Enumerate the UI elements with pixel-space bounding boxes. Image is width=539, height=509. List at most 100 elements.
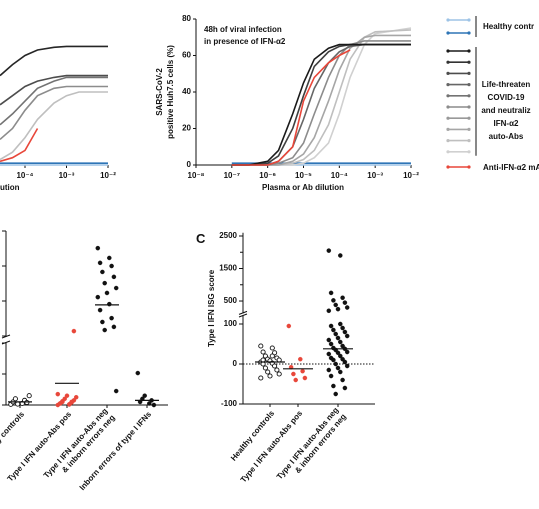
data-point: [331, 298, 336, 303]
data-point: [335, 350, 341, 356]
legend-marker: [446, 94, 450, 98]
data-point: [298, 356, 303, 362]
data-point: [147, 401, 152, 406]
series-line: [231, 43, 411, 166]
legend-marker: [446, 139, 450, 143]
data-point: [333, 391, 338, 397]
data-point: [102, 280, 107, 286]
series-line: [0, 85, 108, 141]
data-point: [111, 324, 117, 330]
x-tick-label-group: Type I IFN auto-Abs neg& inborn errors n…: [42, 406, 117, 480]
legend-marker: [467, 18, 471, 22]
legend-marker: [446, 127, 450, 131]
legend-marker: [446, 31, 450, 35]
series-line: [0, 91, 108, 161]
y-tick-label: -100: [221, 399, 238, 408]
data-point: [344, 363, 350, 369]
legend-marker: [446, 18, 450, 22]
y-tick-label: 0: [187, 160, 192, 169]
series-line: [0, 76, 108, 126]
x-tick-label: 10⁻⁶: [259, 171, 276, 180]
x-tick-label: 10⁻²: [403, 171, 419, 180]
data-point: [55, 391, 61, 397]
data-point: [338, 321, 343, 327]
data-point: [338, 353, 343, 359]
legend-marker: [467, 139, 471, 143]
legend-marker: [467, 71, 471, 75]
data-point: [24, 399, 30, 406]
data-point: [12, 396, 18, 402]
legend-marker: [446, 49, 450, 53]
legend-marker: [467, 49, 471, 53]
legend-marker: [467, 150, 471, 154]
data-point: [71, 328, 77, 334]
data-point: [269, 353, 275, 359]
data-point: [274, 367, 280, 373]
legend-marker: [467, 31, 471, 35]
data-point: [272, 363, 278, 369]
data-point: [342, 359, 348, 365]
data-point: [342, 385, 348, 391]
y-tick-label: 60: [182, 51, 191, 60]
legend-label: COVID-19: [488, 93, 525, 102]
data-point: [340, 325, 345, 331]
series-line: [231, 34, 411, 166]
x-tick-label: 10⁻³: [59, 171, 75, 180]
x-tick-label: 10⁻⁴: [16, 171, 33, 180]
data-point: [265, 369, 271, 375]
data-point: [15, 401, 21, 407]
legend-label: IFN-α2: [494, 119, 519, 128]
data-point: [342, 329, 348, 335]
data-point: [344, 305, 350, 310]
data-point: [333, 361, 338, 367]
data-point: [293, 377, 298, 383]
y-tick-label: 20: [182, 124, 191, 133]
y-axis-label: SARS-CoV-2: [155, 68, 164, 116]
legend-marker: [446, 60, 450, 64]
data-point: [60, 399, 65, 405]
data-point: [338, 339, 343, 345]
x-tick-label: 10⁻⁷: [224, 171, 240, 180]
axis-break: [238, 310, 248, 315]
data-point: [109, 315, 114, 321]
legend-label: Life-threaten: [482, 80, 531, 89]
data-point: [331, 327, 336, 333]
data-point: [333, 302, 338, 308]
y-axis-label: positive Huh7.5 cells (%): [166, 45, 175, 139]
data-point: [26, 393, 32, 399]
data-point: [258, 375, 264, 381]
data-point: [291, 371, 296, 377]
legend-marker: [467, 165, 471, 169]
data-point: [97, 307, 103, 313]
data-point: [109, 263, 114, 269]
data-point: [107, 255, 112, 261]
data-point: [135, 370, 141, 376]
legend-marker: [446, 71, 450, 75]
annotation: in presence of IFN-α2: [204, 37, 286, 46]
data-point: [335, 335, 341, 341]
x-tick-label: 10⁻⁵: [295, 171, 312, 180]
x-tick-label-group: Type I IFN auto-Abs neg& inborn errors n…: [275, 406, 348, 482]
data-point: [340, 377, 345, 383]
series-line: [231, 43, 411, 166]
data-point: [100, 269, 105, 275]
legend-marker: [467, 94, 471, 98]
series-line: [231, 43, 411, 166]
data-point: [331, 357, 336, 363]
data-point: [104, 290, 110, 296]
data-point: [100, 319, 105, 325]
series-line: [0, 128, 39, 163]
data-point: [269, 345, 275, 351]
legend-marker: [467, 83, 471, 87]
legend-marker: [467, 127, 471, 131]
data-point: [326, 337, 332, 343]
data-point: [326, 308, 332, 314]
panel-label: C: [196, 231, 206, 246]
data-point: [260, 349, 266, 355]
legend-marker: [446, 83, 450, 87]
data-point: [338, 253, 343, 258]
data-point: [276, 371, 282, 377]
data-point: [302, 375, 308, 381]
legend-marker: [446, 105, 450, 109]
data-point: [326, 248, 332, 253]
